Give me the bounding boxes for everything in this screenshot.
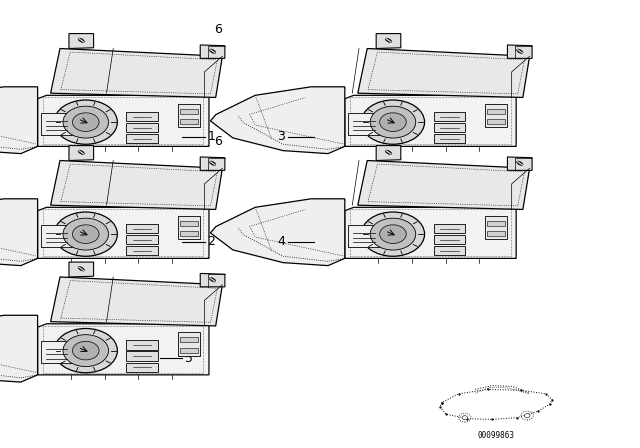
Polygon shape [358, 48, 530, 98]
Polygon shape [200, 45, 225, 58]
Polygon shape [376, 34, 401, 48]
Polygon shape [69, 146, 93, 160]
Text: 1: 1 [207, 130, 215, 143]
Circle shape [54, 212, 117, 256]
Polygon shape [508, 45, 532, 58]
Polygon shape [38, 207, 209, 258]
Bar [178, 104, 200, 127]
Polygon shape [376, 146, 401, 160]
Ellipse shape [209, 49, 216, 53]
Bar [180, 337, 198, 342]
Circle shape [370, 106, 416, 138]
Circle shape [63, 335, 109, 366]
Text: 00099863: 00099863 [477, 431, 515, 440]
Polygon shape [69, 34, 93, 48]
Bar [41, 341, 72, 363]
Bar [487, 231, 505, 236]
Bar [180, 220, 198, 226]
Text: 2: 2 [207, 235, 215, 249]
Bar [180, 348, 198, 353]
Polygon shape [358, 160, 530, 210]
Polygon shape [38, 95, 209, 146]
Polygon shape [200, 273, 225, 287]
Bar [126, 224, 157, 233]
Circle shape [380, 113, 406, 131]
Bar [126, 246, 157, 255]
Ellipse shape [385, 38, 392, 43]
Circle shape [54, 100, 117, 144]
Polygon shape [0, 199, 38, 266]
Ellipse shape [209, 161, 216, 165]
Polygon shape [508, 157, 532, 170]
Bar [433, 112, 465, 121]
Text: 4: 4 [277, 235, 285, 249]
Bar [348, 113, 380, 135]
Circle shape [370, 218, 416, 250]
Polygon shape [38, 324, 209, 375]
Bar [485, 104, 507, 127]
Bar [180, 231, 198, 236]
Bar [41, 225, 72, 247]
Bar [178, 216, 200, 239]
Circle shape [524, 414, 530, 418]
Circle shape [72, 225, 99, 243]
Text: 5: 5 [185, 352, 193, 365]
Ellipse shape [516, 49, 523, 53]
Bar [180, 119, 198, 124]
Ellipse shape [78, 150, 84, 155]
Ellipse shape [385, 150, 392, 155]
Polygon shape [211, 87, 345, 154]
Polygon shape [0, 87, 38, 154]
Bar [433, 246, 465, 255]
Circle shape [54, 328, 117, 373]
Polygon shape [69, 262, 93, 277]
Text: 6: 6 [214, 134, 222, 148]
Bar [180, 108, 198, 114]
Polygon shape [0, 315, 38, 382]
Bar [178, 332, 200, 356]
Bar [41, 113, 72, 135]
Circle shape [362, 212, 424, 256]
Bar [126, 235, 157, 244]
Bar [487, 108, 505, 114]
Circle shape [362, 100, 424, 144]
Bar [126, 340, 157, 350]
Circle shape [72, 341, 99, 360]
Ellipse shape [209, 277, 216, 282]
Ellipse shape [516, 161, 523, 165]
Ellipse shape [78, 38, 84, 43]
Bar [433, 134, 465, 143]
Text: 3: 3 [277, 130, 285, 143]
Bar [487, 119, 505, 124]
Bar [126, 134, 157, 143]
Bar [433, 224, 465, 233]
Ellipse shape [78, 267, 84, 271]
Bar [126, 351, 157, 361]
Bar [348, 225, 380, 247]
Bar [126, 112, 157, 121]
Polygon shape [211, 199, 345, 266]
Circle shape [462, 416, 468, 420]
Bar [433, 235, 465, 244]
Circle shape [72, 113, 99, 131]
Circle shape [63, 218, 109, 250]
Bar [126, 362, 157, 372]
Polygon shape [345, 207, 516, 258]
Polygon shape [345, 95, 516, 146]
Polygon shape [51, 277, 223, 326]
Bar [485, 216, 507, 239]
Circle shape [63, 106, 109, 138]
Polygon shape [200, 157, 225, 170]
Bar [487, 220, 505, 226]
Text: 6: 6 [214, 22, 222, 36]
Polygon shape [51, 48, 223, 98]
Bar [126, 123, 157, 132]
Polygon shape [51, 160, 223, 210]
Bar [433, 123, 465, 132]
Circle shape [380, 225, 406, 243]
